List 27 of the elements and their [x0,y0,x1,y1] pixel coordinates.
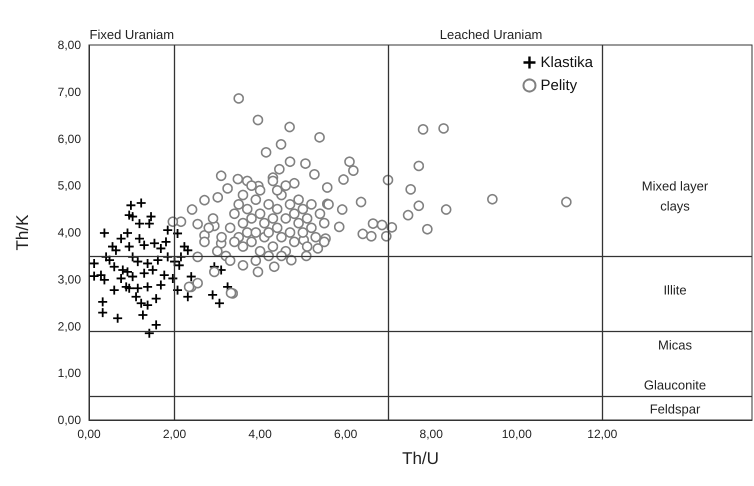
y-tick-label: 1,00 [58,366,82,380]
annotation: Glauconite [644,377,706,392]
legend-label: Pelity [540,77,578,94]
y-tick-label: 2,00 [58,319,82,334]
x-axis-title: Th/U [402,449,439,468]
y-tick-label: 3,00 [58,272,82,286]
text: Fixed Uraniam [90,27,174,42]
y-tick-label: 6,00 [58,132,82,146]
annotation: Illite [663,282,687,298]
x-tick-label: 6,00 [334,427,358,441]
y-tick-label: 8,00 [58,38,82,52]
x-tick-label: 10,00 [502,427,532,441]
x-tick-label: 2,00 [162,427,187,441]
x-tick-label: 0,00 [77,427,101,441]
legend-label: Klastika [540,54,594,71]
y-tick-label: 4,00 [58,226,82,240]
x-tick-label: 8,00 [420,427,444,441]
annotation: Feldspar [650,402,701,417]
x-tick-label: 12,00 [587,427,618,441]
annotation: Micas [658,338,692,352]
x-tick-label: 4,00 [248,427,272,441]
y-tick-label: 5,00 [58,178,82,193]
annotation: Mixed layer clays [642,178,709,214]
y-tick-label: 0,00 [58,413,82,427]
y-axis-title: Th/K [13,214,32,250]
text: Leached Uraniam [440,27,542,42]
y-tick-label: 7,00 [58,84,82,99]
